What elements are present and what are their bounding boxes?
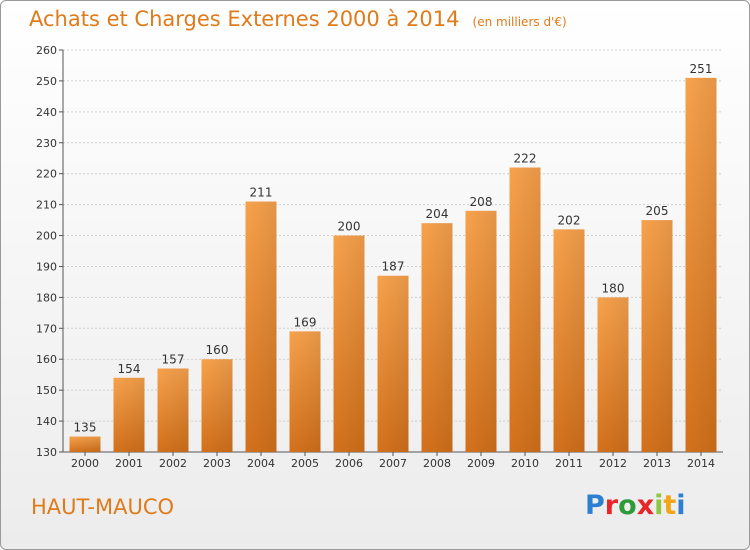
y-tick-label: 200	[36, 230, 57, 243]
y-tick-label: 180	[36, 291, 57, 304]
bar-shade	[685, 77, 717, 452]
data-label: 135	[74, 421, 97, 435]
bar-shade	[553, 229, 585, 452]
x-tick-label: 2000	[71, 457, 99, 470]
bars	[69, 77, 717, 452]
data-label: 154	[118, 362, 141, 376]
bar-shade	[641, 220, 673, 452]
logo-letter: P	[585, 490, 605, 521]
bar-shade	[245, 201, 277, 452]
x-tick-label: 2006	[335, 457, 363, 470]
data-label: 211	[250, 186, 273, 200]
title-block: Achats et Charges Externes 2000 à 2014 (…	[29, 7, 567, 31]
commune-name: HAUT-MAUCO	[31, 495, 175, 519]
x-tick-label: 2005	[291, 457, 319, 470]
x-tick-label: 2009	[467, 457, 495, 470]
proxiti-logo: Proxiti	[585, 490, 686, 521]
data-label: 160	[206, 343, 229, 357]
x-tick-label: 2014	[687, 457, 715, 470]
bar-shade	[69, 436, 101, 452]
data-label: 208	[470, 195, 493, 209]
bar-shade	[333, 235, 365, 452]
x-tick-label: 2011	[555, 457, 583, 470]
chart-unit: (en milliers d'€)	[472, 15, 567, 29]
y-tick-label: 260	[36, 44, 57, 57]
y-tick-label: 190	[36, 260, 57, 273]
x-tick-label: 2008	[423, 457, 451, 470]
data-label: 205	[646, 204, 669, 218]
y-tick-label: 240	[36, 106, 57, 119]
y-tick-label: 150	[36, 384, 57, 397]
data-label: 169	[294, 315, 317, 329]
data-label: 180	[602, 281, 625, 295]
bar-shade	[509, 167, 541, 452]
data-label: 202	[558, 213, 581, 227]
logo-letter: x	[636, 490, 655, 521]
data-label: 222	[514, 152, 537, 166]
data-label: 204	[426, 207, 449, 221]
y-tick-label: 130	[36, 446, 57, 459]
bar-shade	[421, 223, 453, 452]
y-tick-label: 220	[36, 168, 57, 181]
logo-letter: i	[676, 490, 686, 521]
y-tick-label: 250	[36, 75, 57, 88]
x-tick-label: 2007	[379, 457, 407, 470]
logo-letter: t	[663, 490, 677, 521]
bar-shade	[377, 275, 409, 452]
y-tick-label: 210	[36, 199, 57, 212]
bar-shade	[597, 297, 629, 452]
x-tick-label: 2001	[115, 457, 143, 470]
logo-letter: o	[618, 490, 637, 521]
logo-letter: r	[604, 490, 619, 521]
data-label: 200	[338, 220, 361, 234]
bar-shade	[157, 368, 189, 452]
bar-shade	[465, 210, 497, 452]
bar-shade	[113, 377, 145, 452]
y-tick-label: 160	[36, 353, 57, 366]
bar-shade	[201, 359, 233, 452]
y-tick-label: 170	[36, 322, 57, 335]
x-tick-label: 2010	[511, 457, 539, 470]
bar-shade	[289, 331, 321, 452]
x-tick-label: 2004	[247, 457, 275, 470]
tick-labels: 130 140 150 160 170 180 190 200 210 220 230 240 250 2…	[36, 44, 715, 470]
x-tick-label: 2002	[159, 457, 187, 470]
chart-title: Achats et Charges Externes 2000 à 2014	[29, 7, 460, 31]
logo-letter: i	[654, 490, 664, 521]
data-label: 187	[382, 260, 405, 274]
y-tick-label: 140	[36, 415, 57, 428]
x-tick-label: 2013	[643, 457, 671, 470]
y-tick-label: 230	[36, 137, 57, 150]
data-label: 157	[162, 353, 185, 367]
x-tick-label: 2003	[203, 457, 231, 470]
data-labels: 135 154 157 160 211 169 200 187 204 208 222 202 180 2…	[74, 62, 713, 435]
x-tick-label: 2012	[599, 457, 627, 470]
data-label: 251	[690, 62, 713, 76]
